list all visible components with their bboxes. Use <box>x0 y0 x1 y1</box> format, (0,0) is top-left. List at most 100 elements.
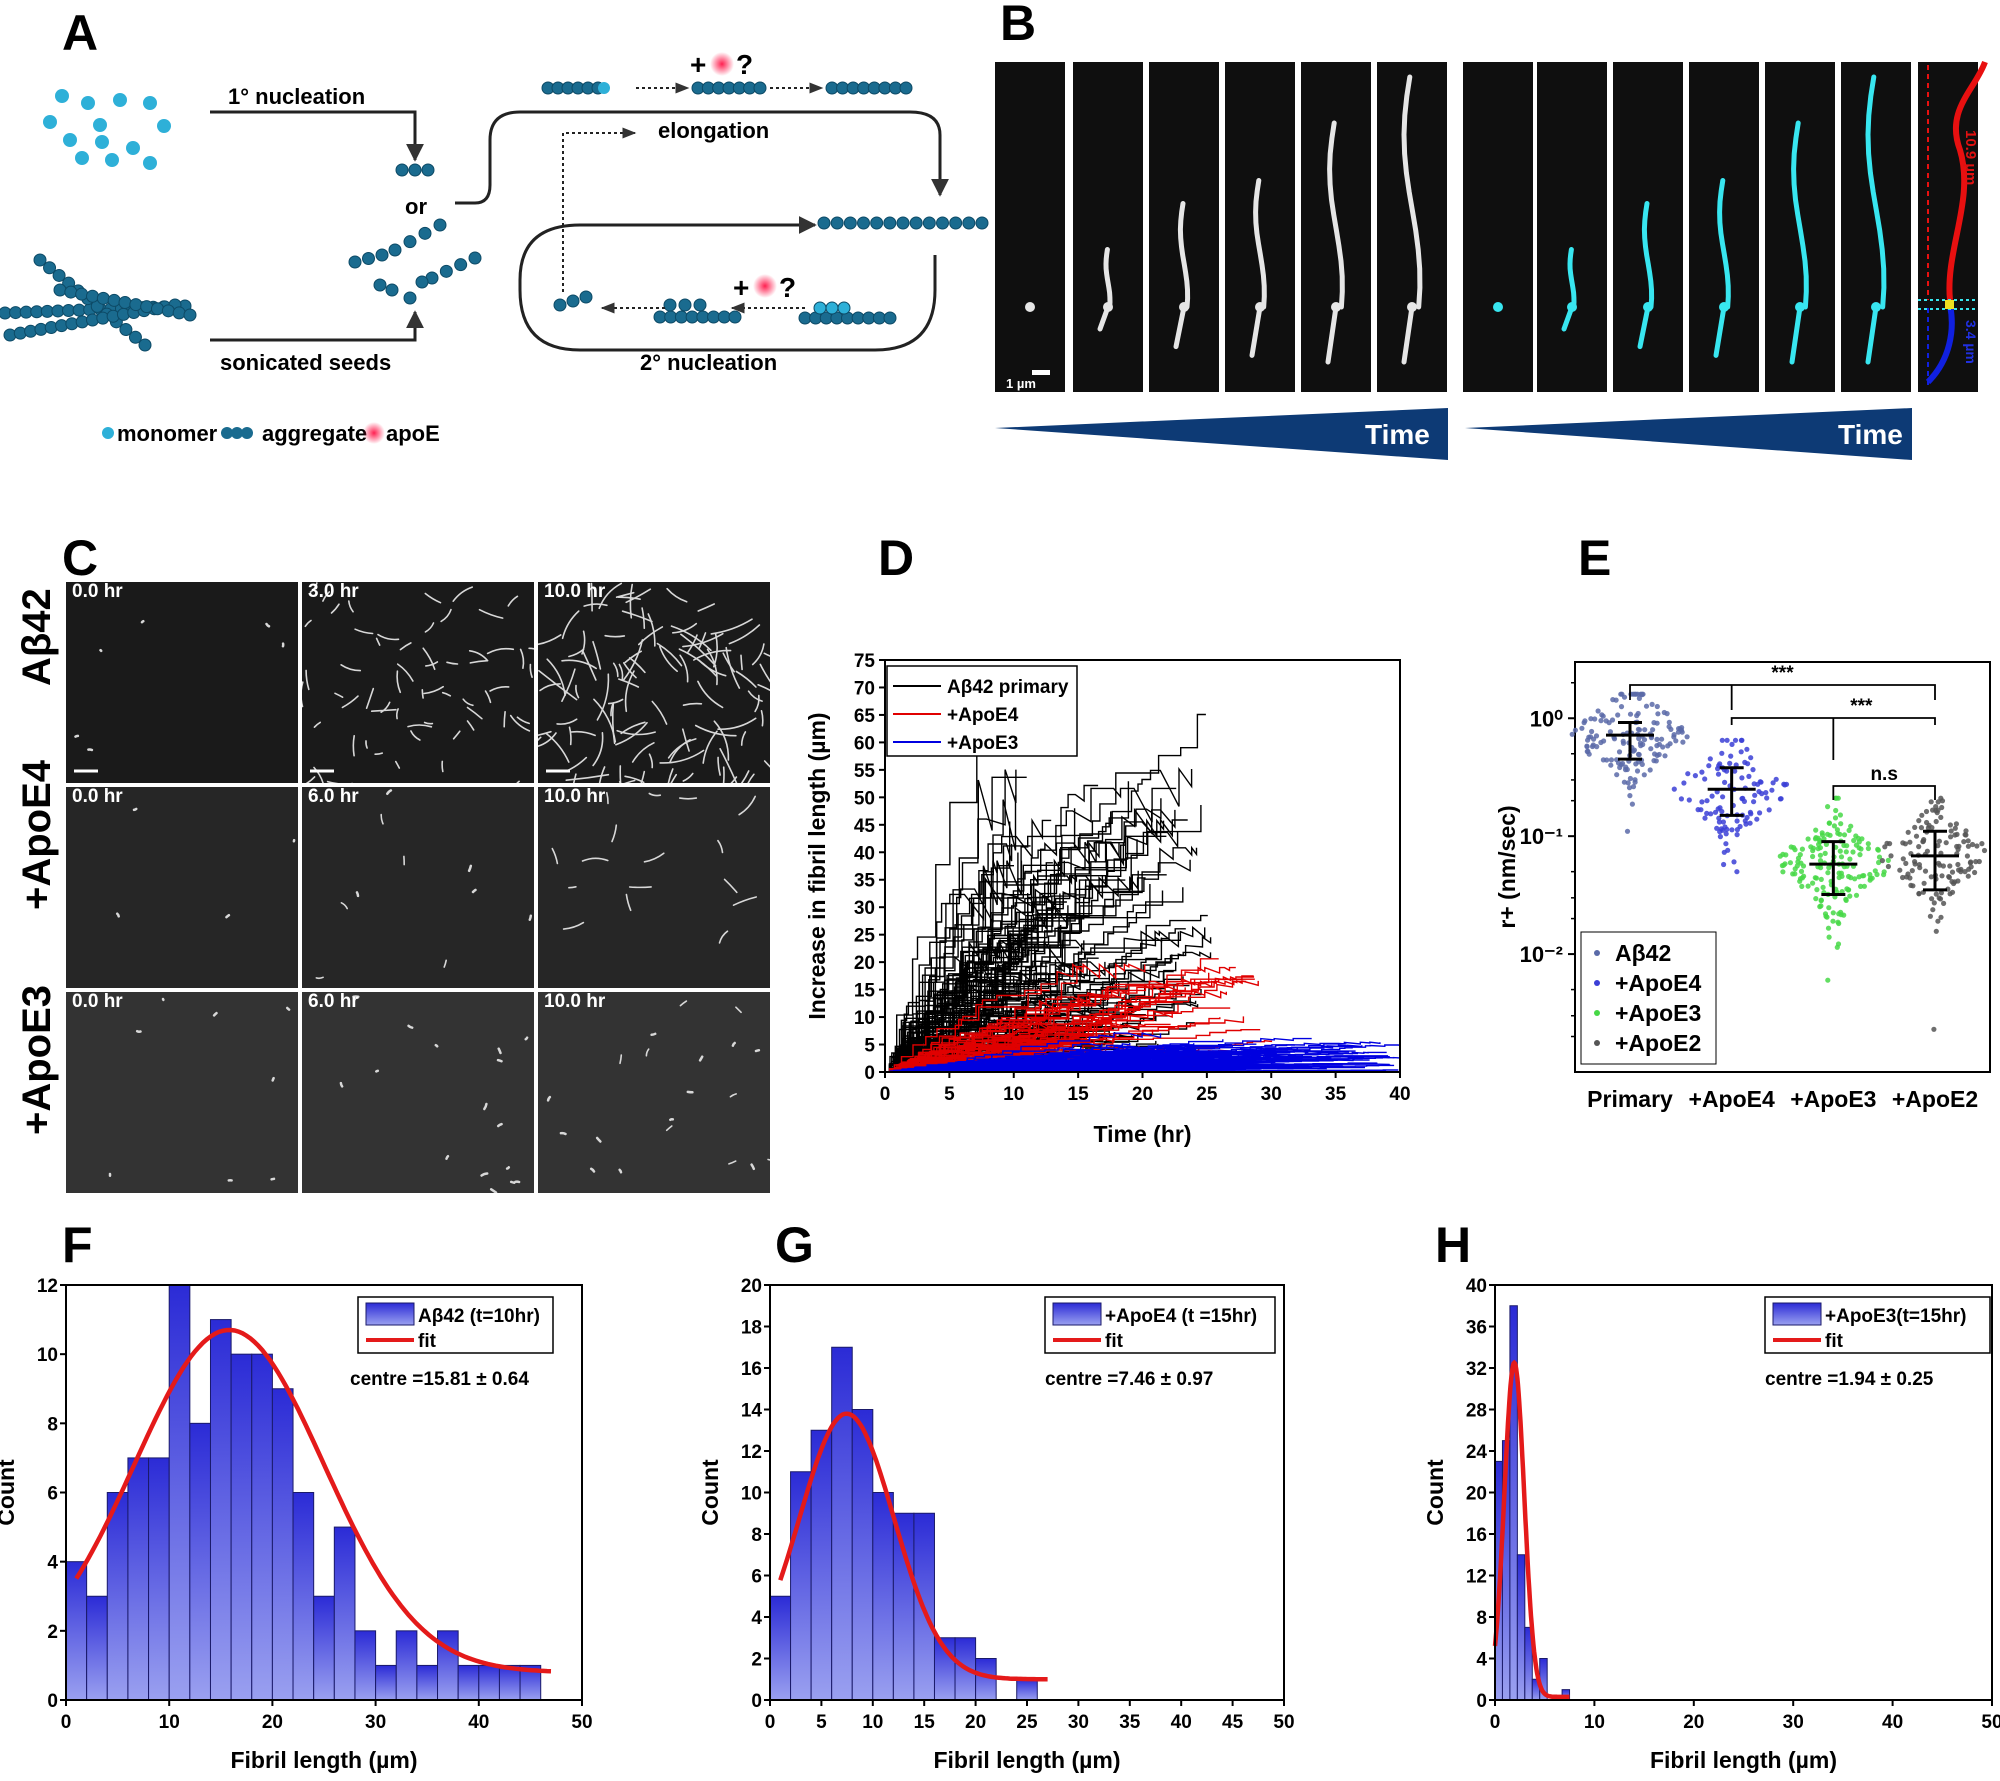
aggregate-legend-icon <box>231 427 243 439</box>
data-point <box>1654 720 1660 726</box>
data-point <box>1943 840 1949 846</box>
data-point <box>1856 839 1862 845</box>
data-point <box>1729 827 1735 833</box>
data-point <box>1723 841 1729 847</box>
tile-timestamp: 6.0 hr <box>308 991 359 1012</box>
fibril <box>423 685 444 695</box>
fibril <box>665 1125 673 1132</box>
legend-label: +ApoE4 <box>947 705 1019 726</box>
fibril <box>607 698 624 705</box>
fibril <box>717 839 724 854</box>
data-point <box>1746 773 1752 780</box>
fit-centre-label: centre =7.46 ± 0.97 <box>1045 1369 1213 1390</box>
data-point <box>1721 861 1727 868</box>
fibril <box>340 664 362 672</box>
bead <box>857 216 870 230</box>
data-point <box>1685 771 1691 777</box>
fibril <box>370 708 397 712</box>
data-point <box>1930 907 1936 913</box>
fibril <box>424 622 435 633</box>
red-trace <box>1946 60 1988 301</box>
bracket-primary <box>1629 684 1936 700</box>
fibril <box>545 732 570 763</box>
data-point <box>1769 787 1775 793</box>
fibril <box>538 669 578 701</box>
data-point <box>1900 874 1906 881</box>
trace <box>885 1051 1307 1072</box>
y-axis-label: Count <box>1422 1459 1448 1526</box>
data-point <box>1885 857 1891 864</box>
data-point <box>1818 898 1824 904</box>
data-point <box>1572 727 1578 733</box>
monomer <box>143 96 157 110</box>
data-point <box>1635 691 1641 697</box>
fibril <box>670 773 677 783</box>
y-tick-label: 70 <box>854 678 875 699</box>
fibril-trace <box>1177 201 1191 310</box>
data-point <box>1810 853 1816 860</box>
data-point <box>1620 740 1627 746</box>
data-point <box>1799 846 1805 852</box>
bead <box>53 283 67 297</box>
data-point <box>1747 809 1753 815</box>
fibril <box>619 765 622 783</box>
data-point <box>1948 828 1954 834</box>
bead <box>43 261 57 275</box>
fibril <box>618 1168 623 1174</box>
bead <box>936 216 949 230</box>
fibril <box>486 647 515 655</box>
time-label-2: Time <box>1838 419 1903 450</box>
fibril <box>568 726 572 746</box>
x-tick-label: 0 <box>1490 1712 1501 1733</box>
data-point <box>1947 822 1953 828</box>
data-point <box>1623 764 1629 770</box>
aggregate-legend-icon <box>221 427 233 439</box>
data-point <box>1841 832 1848 838</box>
x-tick-label: 40 <box>1389 1084 1410 1105</box>
data-point <box>1921 880 1927 886</box>
data-point <box>1979 841 1985 847</box>
fibril <box>559 1131 567 1136</box>
data-point <box>1756 789 1762 795</box>
fibril <box>643 852 665 863</box>
y-axis-label: r+ (nm/sec) <box>1494 805 1520 928</box>
data-point <box>1964 853 1970 859</box>
data-point <box>1954 843 1960 850</box>
fibril <box>407 1024 414 1029</box>
data-point <box>1654 703 1660 710</box>
data-point <box>1611 736 1618 742</box>
data-point <box>1940 863 1946 869</box>
aggregate-legend-icon <box>241 427 253 439</box>
fibril <box>582 651 597 681</box>
data-point <box>1825 870 1831 876</box>
fibril-trace <box>1253 178 1267 310</box>
microscopy-grid: 0.0 hr 3.0 hr 10.0 hr 0.0 hr 6.0 hr 10.0 hr 0.… <box>66 581 770 1193</box>
fibril-trace <box>1103 247 1113 310</box>
bead <box>566 294 580 308</box>
data-point <box>1586 734 1592 740</box>
data-point <box>1699 769 1705 775</box>
chart-f: 0 10 20 30 40 50 0 2 4 6 8 10 12 Fibril length (µm) Co… <box>0 1276 593 1773</box>
bead <box>468 251 482 265</box>
fibril <box>421 689 424 699</box>
monomer <box>143 156 157 170</box>
bead <box>161 304 175 318</box>
fibril <box>647 613 656 647</box>
kymograph-frames <box>995 60 1988 392</box>
data-point <box>1632 777 1638 783</box>
data-point <box>1634 768 1641 774</box>
data-point <box>1631 747 1637 753</box>
legend-bar-swatch <box>1772 1302 1822 1326</box>
data-point <box>1619 691 1625 697</box>
fibril-field <box>302 582 534 783</box>
trace <box>885 984 1178 1072</box>
fibril <box>140 619 145 624</box>
fibril <box>570 730 596 737</box>
data-point <box>1723 831 1729 837</box>
bead <box>348 255 362 269</box>
fibril-secondary <box>798 311 897 325</box>
kymo-frame <box>1537 62 1607 392</box>
fibril <box>735 1006 742 1014</box>
panel-d-label: D <box>878 530 914 586</box>
fibril <box>730 776 738 783</box>
